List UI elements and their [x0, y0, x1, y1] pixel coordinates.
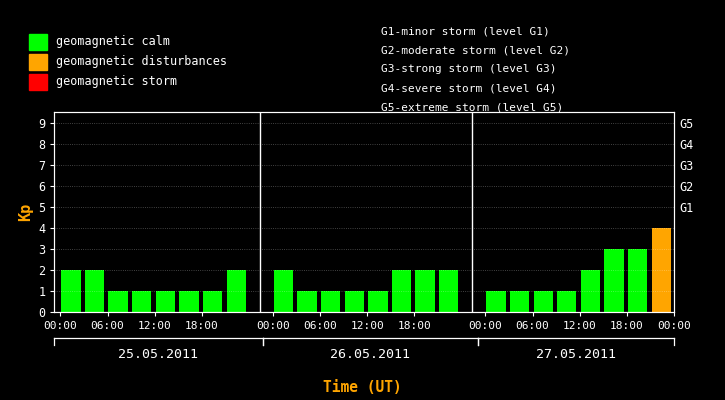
Bar [439, 270, 458, 312]
Bar [581, 270, 600, 312]
Bar [392, 270, 411, 312]
Bar [274, 270, 293, 312]
Bar [132, 291, 152, 312]
Text: Time (UT): Time (UT) [323, 380, 402, 395]
Bar [415, 270, 435, 312]
Text: G5-extreme storm (level G5): G5-extreme storm (level G5) [381, 103, 563, 113]
Bar [179, 291, 199, 312]
Text: G2-moderate storm (level G2): G2-moderate storm (level G2) [381, 45, 570, 55]
Bar [203, 291, 223, 312]
Text: geomagnetic calm: geomagnetic calm [56, 36, 170, 48]
Bar [297, 291, 317, 312]
Bar [486, 291, 505, 312]
Text: 25.05.2011: 25.05.2011 [118, 348, 199, 360]
Text: G3-strong storm (level G3): G3-strong storm (level G3) [381, 64, 556, 74]
Bar [344, 291, 364, 312]
Text: G1-minor storm (level G1): G1-minor storm (level G1) [381, 26, 550, 36]
Bar [368, 291, 388, 312]
Bar [226, 270, 246, 312]
Bar [321, 291, 340, 312]
Bar [109, 291, 128, 312]
Text: geomagnetic storm: geomagnetic storm [56, 76, 177, 88]
Text: 26.05.2011: 26.05.2011 [331, 348, 410, 360]
Bar [628, 249, 647, 312]
Bar [156, 291, 175, 312]
Bar [85, 270, 104, 312]
Text: geomagnetic disturbances: geomagnetic disturbances [56, 56, 227, 68]
Bar [510, 291, 529, 312]
Bar [605, 249, 624, 312]
Bar [652, 228, 671, 312]
Y-axis label: Kp: Kp [17, 203, 33, 221]
Bar [534, 291, 553, 312]
Text: G4-severe storm (level G4): G4-severe storm (level G4) [381, 84, 556, 94]
Text: 27.05.2011: 27.05.2011 [536, 348, 616, 360]
Bar [61, 270, 80, 312]
Bar [557, 291, 576, 312]
